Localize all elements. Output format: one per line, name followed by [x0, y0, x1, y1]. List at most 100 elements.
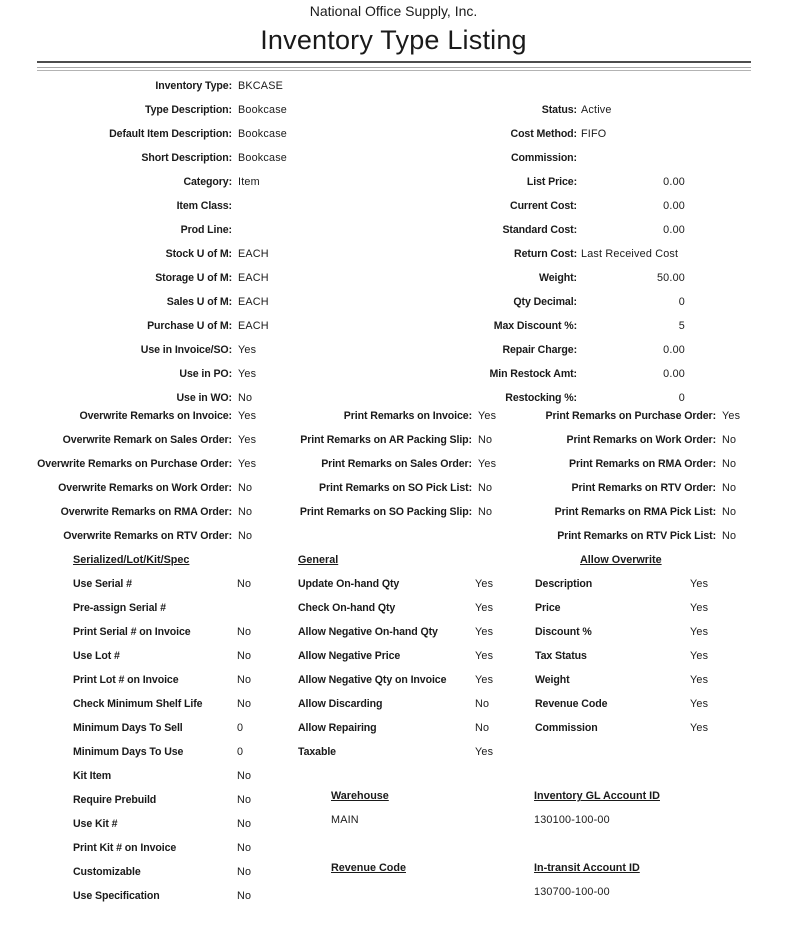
field-label: Return Cost: [514, 248, 577, 260]
field-value: Bookcase [238, 104, 288, 116]
field-row: Tax Status Yes [535, 644, 708, 668]
field-label: Overwrite Remarks on Work Order: [58, 482, 232, 494]
field-label: Customizable [73, 866, 141, 878]
field-label: Print Remarks on RTV Pick List: [557, 530, 716, 542]
field-row: Revenue Code Yes [535, 692, 708, 716]
field-value: No [722, 530, 737, 542]
section-heading: Warehouse [331, 790, 389, 802]
field-value: Yes [690, 674, 709, 686]
field-value: No [722, 458, 737, 470]
field-label: Print Lot # on Invoice [73, 674, 179, 686]
field-value: Yes [475, 746, 494, 758]
field-value: 0.00 [663, 200, 685, 212]
field-label: Commission [535, 722, 598, 734]
field-value: Yes [690, 698, 709, 710]
field-row: Price Yes [535, 596, 708, 620]
field-row: Repair Charge: 0.00 [395, 338, 685, 362]
section-heading: General [298, 554, 339, 566]
field-label: Require Prebuild [73, 794, 157, 806]
field-label: Sales U of M: [166, 296, 232, 308]
field-row: Item Class: [37, 194, 287, 218]
field-value: No [237, 842, 252, 854]
field-value: Yes [475, 602, 494, 614]
field-row: Use Lot # No [73, 644, 251, 668]
field-row: Commission Yes [535, 716, 708, 740]
field-row: Description Yes [535, 572, 708, 596]
field-row [331, 880, 406, 904]
field-label: Minimum Days To Use [73, 746, 184, 758]
field-value: No [237, 890, 252, 902]
field-label: Print Serial # on Invoice [73, 626, 191, 638]
field-value: No [237, 578, 252, 590]
field-label: Repair Charge: [502, 344, 577, 356]
field-label: Allow Discarding [298, 698, 383, 710]
field-value: Last Received Cost [581, 248, 679, 260]
in-transit-value: 130700-100-00 [534, 886, 610, 898]
field-row: Print Remarks on RTV Pick List: No [535, 524, 740, 548]
field-value: No [238, 482, 253, 494]
field-row: Print Remarks on RMA Pick List: No [535, 500, 740, 524]
field-row: Print Remarks on RTV Order: No [535, 476, 740, 500]
section-warehouse: Warehouse MAIN [331, 784, 389, 832]
section-heading: Serialized/Lot/Kit/Spec [73, 554, 190, 566]
field-row: Print Remarks on Sales Order: Yes [280, 452, 496, 476]
field-label: Kit Item [73, 770, 112, 782]
section-inventory-gl-account: Inventory GL Account ID 130100-100-00 [534, 784, 660, 832]
field-row: Restocking %: 0 [395, 386, 685, 410]
field-value: 0.00 [663, 224, 685, 236]
field-row: Qty Decimal: 0 [395, 290, 685, 314]
field-row: Prod Line: [37, 218, 287, 242]
field-row: Allow Negative Price Yes [298, 644, 493, 668]
field-value: Yes [690, 626, 709, 638]
field-value: 0.00 [663, 368, 685, 380]
field-row: Print Remarks on Purchase Order: Yes [535, 404, 741, 428]
field-label: Prod Line: [180, 224, 232, 236]
field-row: Print Remarks on SO Packing Slip: No [280, 500, 496, 524]
field-value: 50.00 [656, 272, 685, 284]
section-heading: Allow Overwrite [580, 554, 662, 566]
field-row: Print Lot # on Invoice No [73, 668, 251, 692]
field-row: 130700-100-00 [534, 880, 640, 904]
field-value: 0.00 [663, 344, 685, 356]
field-label: Allow Negative Qty on Invoice [298, 674, 447, 686]
field-value: No [237, 794, 252, 806]
field-label: Type Description: [145, 104, 232, 116]
field-label: Qty Decimal: [513, 296, 577, 308]
field-label: Overwrite Remark on Sales Order: [62, 434, 232, 446]
field-label: Revenue Code [535, 698, 608, 710]
field-label: Overwrite Remarks on RMA Order: [60, 506, 232, 518]
field-row: Check Minimum Shelf Life No [73, 692, 251, 716]
field-row: Default Item Description: Bookcase [37, 122, 287, 146]
field-label: Inventory Type: [155, 80, 232, 92]
field-row: Print Remarks on Work Order: No [535, 428, 740, 452]
field-row: Overwrite Remarks on RTV Order: No [37, 524, 256, 548]
section-heading: Revenue Code [331, 862, 406, 874]
field-label: Use Serial # [73, 578, 132, 590]
field-row: Category: Item [37, 170, 287, 194]
section-in-transit-account: In-transit Account ID 130700-100-00 [534, 856, 640, 904]
field-label: Print Kit # on Invoice [73, 842, 177, 854]
field-label: List Price: [526, 176, 577, 188]
field-row: Check On-hand Qty Yes [298, 596, 493, 620]
field-label: Use in PO: [179, 368, 232, 380]
report-title: Inventory Type Listing [260, 25, 527, 55]
field-value: Yes [690, 722, 709, 734]
field-value: Yes [690, 650, 709, 662]
field-row: Use in Invoice/SO: Yes [37, 338, 287, 362]
field-row: Commission: [395, 146, 685, 170]
field-label: Minimum Days To Sell [73, 722, 183, 734]
field-value: No [237, 698, 252, 710]
field-label: Print Remarks on Sales Order: [321, 458, 472, 470]
field-row: Print Remarks on SO Pick List: No [280, 476, 496, 500]
field-label: Default Item Description: [109, 128, 232, 140]
field-label: Item Class: [176, 200, 233, 212]
field-value: FIFO [581, 128, 607, 140]
field-row: Stock U of M: EACH [37, 242, 287, 266]
field-row: Overwrite Remarks on Purchase Order: Yes [37, 452, 256, 476]
field-value: No [478, 506, 493, 518]
field-row: Discount % Yes [535, 620, 708, 644]
field-label: Current Cost: [510, 200, 577, 212]
field-label: Weight [535, 674, 570, 686]
field-row: Overwrite Remarks on Work Order: No [37, 476, 256, 500]
field-label: Use Specification [73, 890, 160, 902]
